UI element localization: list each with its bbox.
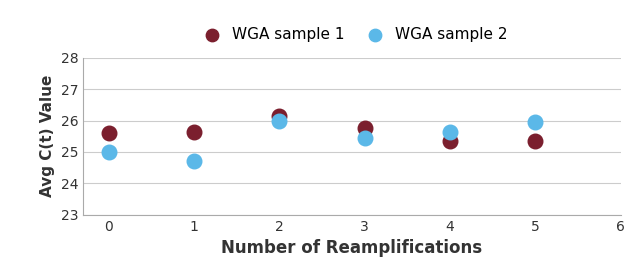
WGA sample 1 <box>275 114 285 118</box>
WGA sample 1 <box>104 131 114 135</box>
Y-axis label: Avg C(t) Value: Avg C(t) Value <box>40 75 55 198</box>
WGA sample 1 <box>189 129 199 134</box>
WGA sample 2 <box>104 150 114 154</box>
WGA sample 1 <box>445 139 455 143</box>
Legend: WGA sample 1, WGA sample 2: WGA sample 1, WGA sample 2 <box>196 27 508 42</box>
WGA sample 2 <box>531 120 541 124</box>
X-axis label: Number of Reamplifications: Number of Reamplifications <box>221 239 483 257</box>
WGA sample 2 <box>275 118 285 123</box>
WGA sample 2 <box>445 129 455 134</box>
WGA sample 1 <box>531 139 541 143</box>
WGA sample 1 <box>360 126 370 130</box>
WGA sample 2 <box>189 159 199 163</box>
WGA sample 2 <box>360 136 370 140</box>
